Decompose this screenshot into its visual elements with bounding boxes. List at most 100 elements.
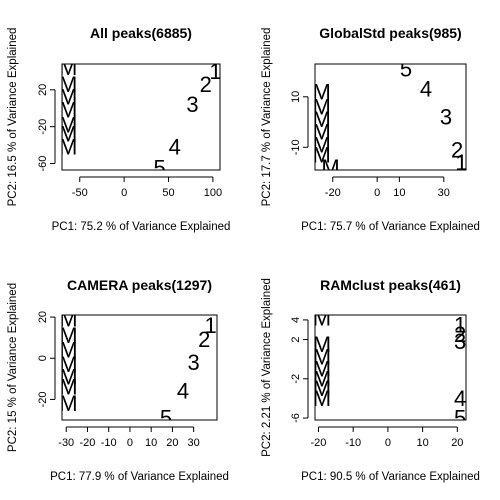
panel-3: CAMERA peaks(1297) -30 -20 -10 0 10 20 30 -20 0 20… [7,277,229,483]
point-label: M [313,376,331,401]
y-tick-label: -10 [290,139,302,155]
x-tick-label: 30 [438,187,450,199]
x-tick-label: 10 [145,437,157,449]
y-axis-label: PC2: 16.5 % of Variance Explained [7,28,19,207]
x-tick-label: -20 [80,437,96,449]
x-tick-label: 0 [127,437,133,449]
chart-title: GlobalStd peaks(985) [319,25,461,41]
point-label: M [313,305,331,330]
point-label: 5 [160,405,172,430]
plot-frame [61,314,218,421]
y-tick-label: 20 [37,311,49,323]
x-tick-label: 0 [374,187,380,199]
x-tick-label: -20 [311,437,327,449]
point-label: M [59,338,77,363]
point-label: 5 [400,57,412,82]
point-label: 2 [454,322,466,347]
point-label: M [59,352,77,377]
y-tick-label: 0 [37,355,49,361]
point-label: 3 [188,350,200,375]
point-label: M [59,122,77,147]
y-axis-label: PC2: 15 % of Variance Explained [7,283,19,452]
point-label: 1 [455,150,467,175]
x-tick-label: 30 [188,437,200,449]
chart-title: CAMERA peaks(1297) [67,277,212,293]
y-tick-label: -20 [37,119,49,135]
x-axis-label: PC1: 90.5 % of Variance Explained [301,471,480,483]
x-axis-label: PC1: 75.7 % of Variance Explained [301,221,480,233]
point-label: M [312,107,330,132]
y-tick-label: -6 [290,413,302,423]
point-label: 1 [205,313,217,338]
point-label: M [313,356,331,381]
point-label: M [313,332,331,357]
point-label: M [59,391,77,416]
x-tick-label: -20 [325,187,341,199]
x-tick-label: 10 [393,187,405,199]
point-label: 2 [198,327,210,352]
plot-frame [314,63,467,171]
y-tick-label: -60 [37,156,49,172]
plot-frame [314,314,467,421]
point-label: 4 [177,379,189,404]
point-label: 1 [454,312,466,337]
point-label: M [312,94,330,119]
point-label: M [59,112,77,137]
chart-title: All peaks(6885) [90,25,192,41]
y-tick-label: -2 [290,374,302,384]
x-axis-label: PC1: 77.9 % of Variance Explained [50,471,229,483]
point-label: 4 [454,386,466,411]
x-tick-label: 0 [385,437,391,449]
point-label: M [313,366,331,391]
x-tick-label: 50 [162,187,174,199]
y-tick-label: 20 [37,84,49,96]
point-label: M [59,307,77,332]
point-label: M [321,155,339,180]
point-label: M [312,79,330,104]
point-label: 4 [169,134,181,159]
point-label: 2 [451,137,463,162]
x-tick-label: 0 [121,187,127,199]
y-tick-label: 4 [290,317,302,323]
point-label: M [59,85,77,110]
y-tick-label: -20 [37,391,49,407]
x-axis-label: PC1: 75.2 % of Variance Explained [52,221,231,233]
x-tick-label: -30 [58,437,74,449]
plot-frame [61,63,221,171]
panel-2: GlobalStd peaks(985) -20 0 10 30 -10 10 PC1: 75… [261,25,480,233]
panel-1: All peaks(6885) -50 0 50 100 -60 -20 20 PC1: 75.… [7,25,230,233]
chart-title: RAMclust peaks(461) [320,277,461,293]
point-label: 1 [209,59,221,84]
point-label: M [59,323,77,348]
point-label: M [312,132,330,157]
point-label: M [313,345,331,370]
point-label: M [59,364,77,389]
point-label: M [313,386,331,411]
y-tick-label: 10 [290,91,302,103]
x-tick-label: 10 [416,437,428,449]
point-label: M [59,72,77,97]
point-label: M [59,375,77,400]
y-axis-label: PC2: 17.7 % of Variance Explained [261,28,273,207]
y-axis-label: PC2: 2.21 % of Variance Explained [261,278,273,457]
point-label: M [312,120,330,145]
x-tick-label: -50 [72,187,88,199]
point-label: 3 [440,105,452,130]
point-label: 2 [200,72,212,97]
y-tick-label: 2 [290,336,302,342]
point-label: 3 [186,92,198,117]
point-label: M [59,134,77,159]
x-tick-label: -10 [345,437,361,449]
point-label: M [59,55,77,80]
x-tick-label: 20 [451,437,463,449]
panel-4: RAMclust peaks(461) -20 -10 0 10 20 -6 -2 2 4 PC1:… [261,277,480,483]
point-label: 3 [454,329,466,354]
point-label: M [59,98,77,123]
point-label: 4 [420,77,432,102]
x-tick-label: 20 [166,437,178,449]
